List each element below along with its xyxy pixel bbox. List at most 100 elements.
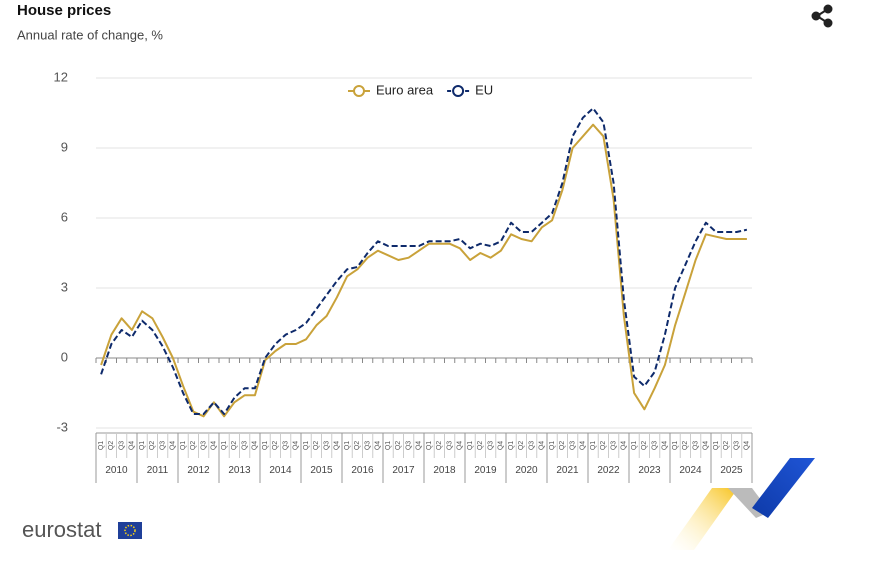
x-tick-label: Q2 — [518, 441, 525, 450]
x-tick-label: Q1 — [303, 441, 310, 450]
x-tick-label: Q1 — [139, 441, 146, 450]
x-tick-label: Q1 — [262, 441, 269, 450]
x-tick-label: Q3 — [118, 441, 125, 450]
x-tick-label: Q1 — [672, 441, 679, 450]
y-tick-label: 6 — [61, 209, 68, 224]
year-label: 2024 — [679, 465, 702, 476]
legend-item: Euro area — [348, 82, 434, 97]
legend-marker — [353, 85, 365, 97]
x-tick-label: Q4 — [211, 441, 218, 450]
logo-text: eurostat — [22, 517, 102, 542]
x-tick-label: Q2 — [313, 441, 320, 450]
x-tick-label: Q1 — [180, 441, 187, 450]
x-tick-label: Q2 — [354, 441, 361, 450]
legend-marker — [452, 85, 465, 97]
deco-blue — [752, 458, 815, 518]
year-label: 2019 — [474, 465, 497, 476]
x-tick-label: Q1 — [98, 441, 105, 450]
x-tick-label: Q3 — [446, 441, 453, 450]
share-icon[interactable] — [811, 4, 833, 28]
series-line — [100, 123, 747, 418]
year-label: 2013 — [228, 465, 251, 476]
deco-yellow — [668, 488, 738, 550]
x-tick-label: Q2 — [682, 441, 689, 450]
chart-subtitle: Annual rate of change, % — [17, 27, 163, 42]
x-tick-label: Q4 — [621, 441, 628, 450]
year-label: 2011 — [147, 465, 169, 476]
x-tick-label: Q3 — [733, 441, 740, 450]
x-tick-label: Q4 — [744, 441, 751, 450]
x-tick-label: Q3 — [159, 441, 166, 450]
x-tick-label: Q3 — [323, 441, 330, 450]
legend-label: Euro area — [376, 82, 434, 97]
x-tick-label: Q3 — [487, 441, 494, 450]
x-tick-label: Q4 — [252, 441, 259, 450]
year-label: 2020 — [515, 465, 538, 476]
x-tick-label: Q3 — [364, 441, 371, 450]
x-tick-label: Q1 — [713, 441, 720, 450]
chart-title: House prices — [17, 2, 111, 19]
x-tick-label: Q4 — [170, 441, 177, 450]
y-tick-label: 3 — [61, 279, 68, 294]
x-tick-label: Q4 — [416, 441, 423, 450]
x-tick-label: Q4 — [580, 441, 587, 450]
x-tick-label: Q4 — [662, 441, 669, 450]
x-tick-label: Q3 — [528, 441, 535, 450]
x-tick-label: Q1 — [385, 441, 392, 450]
x-tick-label: Q3 — [405, 441, 412, 450]
x-tick-label: Q1 — [549, 441, 556, 450]
x-tick-label: Q1 — [590, 441, 597, 450]
x-tick-label: Q2 — [436, 441, 443, 450]
x-tick-label: Q4 — [457, 441, 464, 450]
x-tick-label: Q4 — [498, 441, 505, 450]
x-tick-label: Q3 — [200, 441, 207, 450]
legend-item: EU — [447, 82, 493, 97]
year-label: 2016 — [351, 465, 374, 476]
x-tick-label: Q4 — [539, 441, 546, 450]
x-tick-label: Q1 — [344, 441, 351, 450]
x-tick-label: Q2 — [641, 441, 648, 450]
x-tick-label: Q2 — [190, 441, 197, 450]
year-label: 2010 — [105, 465, 128, 476]
x-tick-label: Q2 — [477, 441, 484, 450]
x-tick-label: Q3 — [692, 441, 699, 450]
x-tick-label: Q1 — [467, 441, 474, 450]
x-tick-label: Q2 — [231, 441, 238, 450]
x-tick-label: Q2 — [600, 441, 607, 450]
x-tick-label: Q1 — [221, 441, 228, 450]
x-tick-label: Q1 — [426, 441, 433, 450]
x-tick-label: Q2 — [395, 441, 402, 450]
legend-label: EU — [475, 82, 493, 97]
x-tick-label: Q2 — [559, 441, 566, 450]
x-tick-label: Q4 — [703, 441, 710, 450]
eu-stars — [124, 524, 136, 537]
x-tick-label: Q4 — [375, 441, 382, 450]
y-tick-label: 0 — [61, 349, 68, 364]
y-tick-label: 9 — [61, 139, 68, 154]
year-label: 2021 — [556, 465, 579, 476]
y-tick-label: -3 — [56, 419, 68, 434]
x-tick-label: Q4 — [293, 441, 300, 450]
year-label: 2022 — [597, 465, 620, 476]
x-tick-label: Q1 — [631, 441, 638, 450]
x-tick-label: Q1 — [508, 441, 515, 450]
x-tick-label: Q3 — [610, 441, 617, 450]
year-label: 2018 — [433, 465, 456, 476]
x-tick-label: Q2 — [108, 441, 115, 450]
x-tick-label: Q4 — [129, 441, 136, 450]
series-line — [100, 107, 748, 415]
x-tick-label: Q3 — [241, 441, 248, 450]
x-tick-label: Q3 — [569, 441, 576, 450]
year-label: 2012 — [187, 465, 210, 476]
x-tick-label: Q2 — [723, 441, 730, 450]
x-tick-label: Q2 — [272, 441, 279, 450]
year-label: 2017 — [392, 465, 415, 476]
year-label: 2014 — [269, 465, 292, 476]
year-label: 2025 — [720, 465, 743, 476]
year-label: 2015 — [310, 465, 333, 476]
y-tick-label: 12 — [54, 69, 68, 84]
x-tick-label: Q2 — [149, 441, 156, 450]
x-tick-label: Q3 — [651, 441, 658, 450]
x-tick-label: Q3 — [282, 441, 289, 450]
